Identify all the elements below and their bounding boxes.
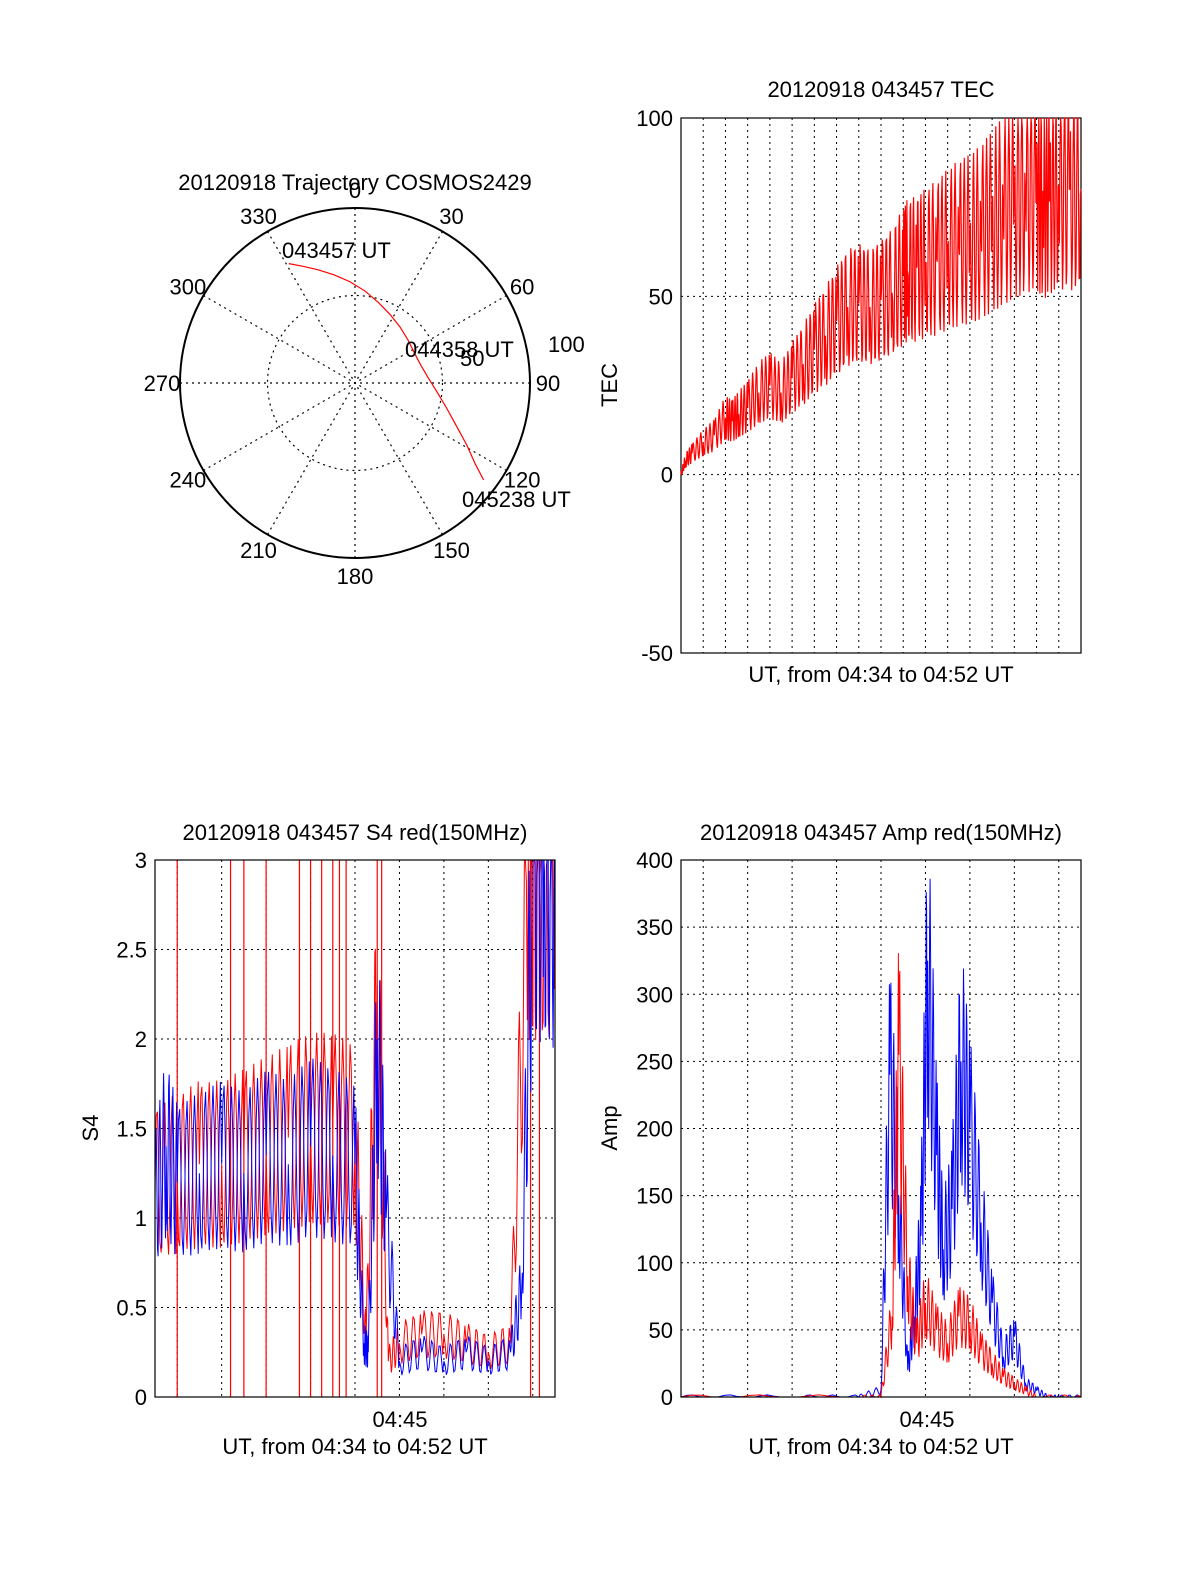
amp-ylabel: Amp (597, 1105, 622, 1150)
polar-angle-label-150: 150 (433, 538, 470, 563)
p-amp-ytick-label: 50 (649, 1318, 673, 1343)
p-s4-ytick-label: 2.5 (116, 938, 147, 963)
p-tec-ytick-label: 100 (636, 106, 673, 131)
p-s4-ytick-label: 0 (135, 1385, 147, 1410)
polar-ring-50 (266, 294, 444, 472)
polar-annotation-end: 045238 UT (462, 487, 571, 512)
polar-angle-label-30: 30 (439, 204, 463, 229)
amp-xlabel: UT, from 04:34 to 04:52 UT (748, 1434, 1013, 1459)
polar-angle-label-90: 90 (536, 371, 560, 396)
amp-title: 20120918 043457 Amp red(150MHz) (700, 820, 1062, 845)
polar-angle-label-0: 0 (349, 178, 361, 203)
s4-xlabel: UT, from 04:34 to 04:52 UT (222, 1434, 487, 1459)
amp-yticks: 0 50 100 150 200 250 300 350 400 (636, 848, 673, 1410)
s4-xtick-0445: 04:45 (372, 1407, 427, 1432)
polar-annotation-start: 043457 UT (282, 238, 391, 263)
s4-ylabel: S4 (78, 1115, 103, 1142)
tec-series-line (680, 117, 1082, 476)
s4-grid (155, 860, 555, 1397)
p-amp-ytick-label: 150 (636, 1184, 673, 1209)
polar-angle-label-330: 330 (240, 204, 277, 229)
polar-trajectory-line (288, 263, 485, 481)
s4-title: 20120918 043457 S4 red(150MHz) (183, 820, 528, 845)
polar-spoke-150 (266, 231, 444, 535)
polar-radial-label-50: 50 (460, 346, 484, 371)
p-tec-ytick-label: 0 (661, 463, 673, 488)
polar-angle-label-60: 60 (510, 275, 534, 300)
tec-xlabel: UT, from 04:34 to 04:52 UT (748, 662, 1013, 687)
polar-angle-label-240: 240 (169, 468, 206, 493)
amp-panel: 20120918 043457 Amp red(150MHz) 0 50 100 15… (597, 820, 1082, 1459)
p-amp-ytick-label: 400 (636, 848, 673, 873)
p-amp-ytick-label: 100 (636, 1251, 673, 1276)
polar-trajectory-panel: 20120918 Trajectory COSMOS2429 0 30 60 90 12… (144, 170, 585, 589)
amp-grid (681, 860, 1081, 1397)
polar-angle-label-270: 270 (144, 371, 181, 396)
s4-blue-series-line (154, 859, 555, 1376)
polar-outer-ring (179, 207, 531, 559)
polar-angle-labels: 0 30 60 90 120 150 180 210 240 270 300 330 (144, 178, 561, 589)
tec-title: 20120918 043457 TEC (767, 77, 994, 102)
p-amp-ytick-label: 0 (661, 1385, 673, 1410)
amp-frame (680, 859, 1082, 1398)
p-amp-ytick-label: 200 (636, 1117, 673, 1142)
p-amp-ytick-label: 300 (636, 982, 673, 1007)
s4-red-series-line (154, 859, 556, 1373)
polar-angle-label-300: 300 (169, 275, 206, 300)
polar-angle-label-210: 210 (240, 538, 277, 563)
polar-annotation-mid: 044358 UT (405, 337, 514, 362)
p-s4-ytick-label: 1 (135, 1206, 147, 1231)
p-s4-ytick-label: 3 (135, 848, 147, 873)
polar-title: 20120918 Trajectory COSMOS2429 (178, 170, 531, 195)
tec-frame (680, 117, 1082, 654)
p-s4-ytick-label: 0.5 (116, 1296, 147, 1321)
p-tec-ytick-label: -50 (641, 641, 673, 666)
p-amp-ytick-label: 250 (636, 1049, 673, 1074)
s4-frame (154, 859, 556, 1398)
p-s4-ytick-label: 2 (135, 1027, 147, 1052)
s4-panel: 20120918 043457 S4 red(150MHz) 0 0.5 1 1.5 2… (78, 820, 556, 1459)
tec-panel: 20120918 043457 TEC 100 50 0 -50 UT, from 0… (597, 77, 1082, 687)
polar-grid (180, 208, 530, 558)
polar-angle-label-120: 120 (504, 468, 541, 493)
s4-yticks: 0 0.5 1 1.5 2 2.5 3 (116, 848, 147, 1410)
p-s4-ytick-label: 1.5 (116, 1117, 147, 1142)
polar-radial-label-100: 100 (548, 332, 585, 357)
p-amp-ytick-label: 350 (636, 915, 673, 940)
amp-red-series-line (680, 953, 1082, 1399)
tec-ylabel: TEC (597, 363, 622, 407)
polar-angle-label-180: 180 (337, 564, 374, 589)
tec-yticks: 100 50 0 -50 (636, 106, 673, 666)
p-tec-ytick-label: 50 (649, 284, 673, 309)
amp-xtick-0445: 04:45 (899, 1407, 954, 1432)
